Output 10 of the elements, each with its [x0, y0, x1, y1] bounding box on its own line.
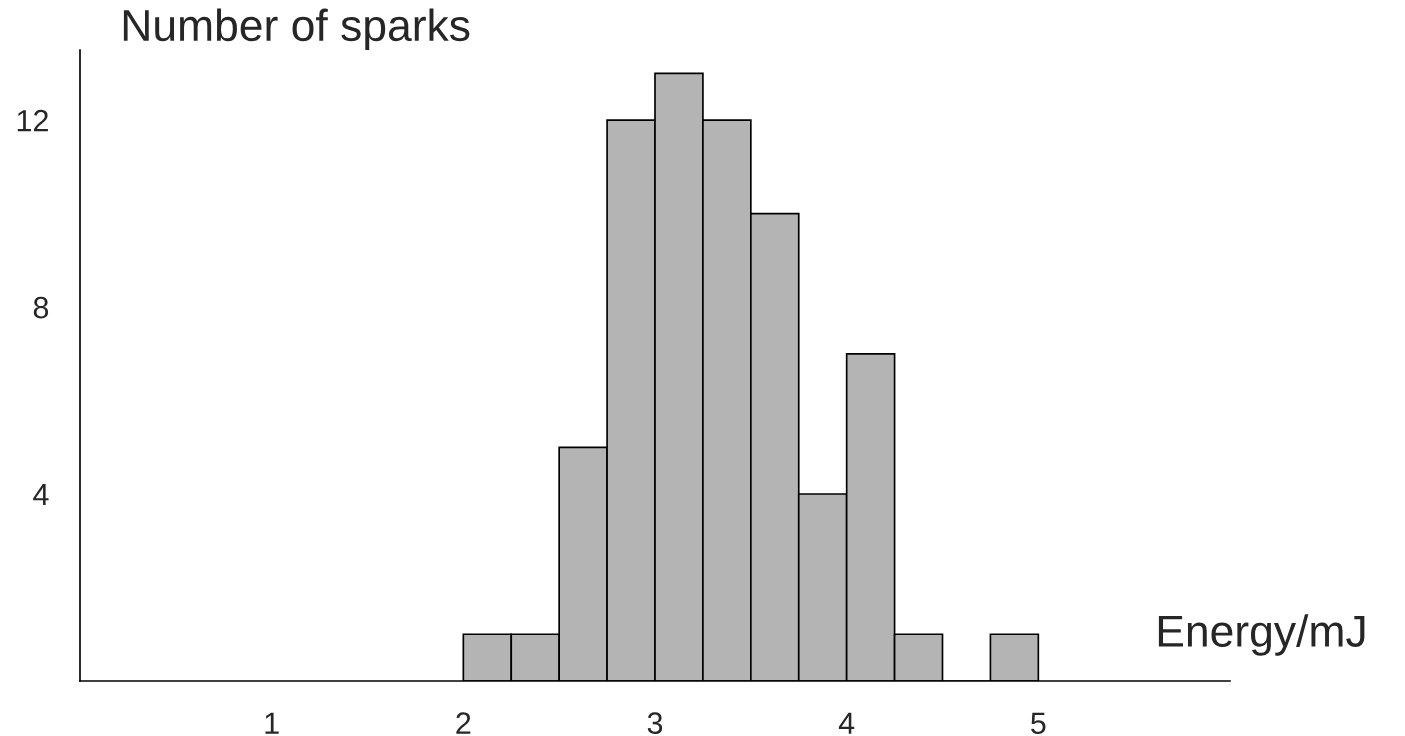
x-tick-label: 2: [456, 712, 471, 734]
y-tick-label: 12: [17, 109, 48, 132]
x-tick-label: 1: [265, 712, 279, 734]
x-tick-label: 5: [1031, 712, 1046, 734]
y-axis-title: Number of sparks: [123, 8, 470, 50]
y-tick-label: 8: [33, 296, 49, 319]
x-tick-label: 4: [838, 712, 855, 734]
y-tick-label: 4: [33, 484, 49, 506]
x-tick-label: 3: [647, 712, 663, 734]
x-axis-title: Energy/mJ: [1158, 614, 1365, 656]
